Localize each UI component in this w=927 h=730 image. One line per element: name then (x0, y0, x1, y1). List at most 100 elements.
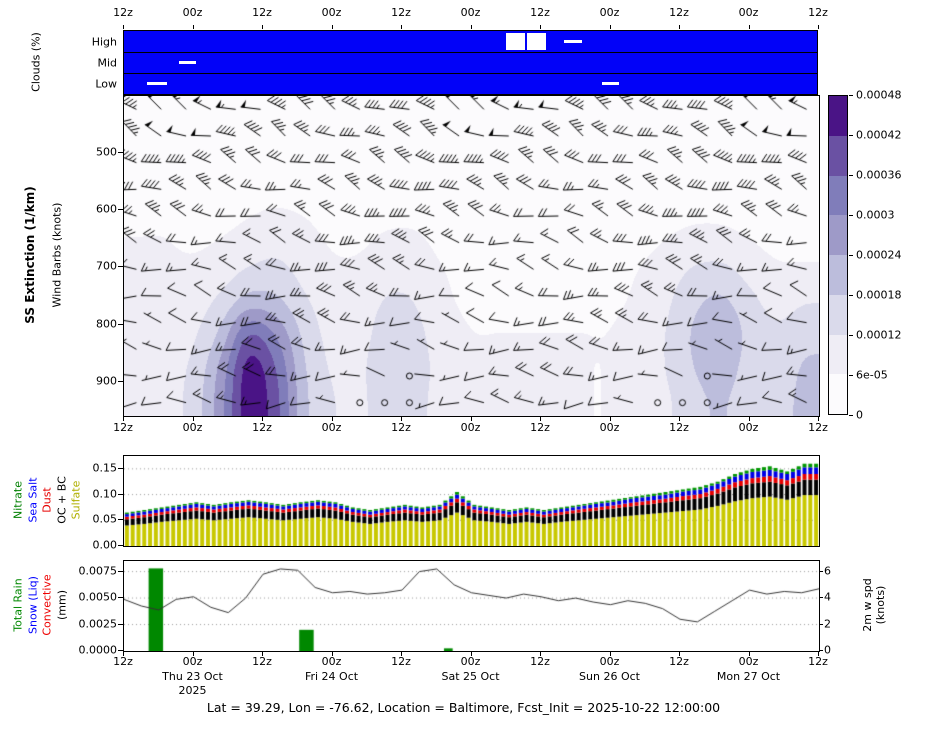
axis-tick (118, 380, 123, 382)
axis-tick (849, 295, 853, 296)
axis-tick (818, 417, 819, 421)
time-tick-label: 12z (391, 655, 411, 668)
wind-speed-axis-label-line2: (knots) (874, 585, 887, 625)
time-tick-label: 00z (182, 421, 203, 434)
axis-tick (123, 652, 124, 656)
precip-ytick-label: 0.0000 (78, 643, 118, 657)
time-tick-label: 12z (113, 421, 133, 434)
legend-label--mm-: (mm) (55, 589, 68, 621)
axis-tick (609, 652, 611, 656)
time-tick-label: 00z (599, 421, 620, 434)
colorbar-segment (829, 96, 847, 136)
axis-tick (118, 597, 123, 599)
axis-tick (118, 623, 123, 625)
pressure-tick-label: 800 (96, 317, 117, 331)
pressure-tick-label: 500 (96, 145, 117, 159)
colorbar-tick-label: 0.00018 (856, 288, 902, 302)
time-tick-label: 12z (669, 6, 689, 19)
pressure-tick-label: 900 (96, 374, 117, 388)
time-tick-label: 12z (252, 655, 272, 668)
axis-tick (118, 493, 123, 495)
time-tick-label: 00z (738, 6, 759, 19)
axis-tick (679, 652, 680, 656)
cloud-cover-mark (179, 61, 197, 64)
axis-tick (818, 25, 819, 29)
cloud-row-divider (124, 52, 817, 53)
axis-tick (679, 417, 680, 421)
precip-ytick-label: 0.0075 (78, 564, 118, 578)
colorbar-tick-label: 0 (856, 408, 863, 422)
axis-tick (118, 650, 123, 651)
windspeed-ytick-label: 4 (824, 590, 831, 604)
time-tick-label: 00z (738, 655, 759, 668)
axis-tick (679, 25, 680, 29)
axis-tick (748, 417, 750, 421)
clouds-axis-label: Clouds (%) (29, 32, 43, 92)
time-tick-label: 12z (808, 421, 828, 434)
cloud-cover-mark (527, 33, 546, 50)
axis-tick (401, 652, 402, 656)
time-tick-label: 12z (530, 421, 550, 434)
axis-tick (540, 652, 541, 656)
colorbar-tick-label: 0.00012 (856, 328, 902, 342)
axis-tick (819, 597, 823, 599)
axis-tick (540, 25, 541, 29)
axis-tick (849, 415, 853, 416)
axis-tick (748, 652, 750, 656)
axis-tick (849, 135, 853, 136)
time-tick-label: 12z (808, 6, 828, 19)
axis-tick (118, 152, 123, 154)
time-tick-label: 12z (391, 6, 411, 19)
colorbar-segment (829, 255, 847, 295)
axis-tick (118, 570, 123, 572)
windbarbs-axis-label: Wind Barbs (knots) (50, 202, 64, 308)
time-tick-label: 12z (530, 6, 550, 19)
axis-tick (819, 623, 823, 625)
axis-tick (192, 417, 194, 421)
axis-tick (470, 652, 472, 656)
figure-caption: Lat = 39.29, Lon = -76.62, Location = Ba… (206, 700, 721, 715)
cloud-cover-mark (506, 33, 525, 50)
extinction-wind-canvas (123, 95, 820, 417)
pressure-tick-label: 600 (96, 202, 117, 216)
axis-tick (609, 25, 611, 29)
axis-tick (849, 335, 853, 336)
extinction-colorbar (828, 95, 848, 415)
time-tick-label: 12z (808, 655, 828, 668)
colorbar-segment (829, 294, 847, 335)
axis-tick (401, 25, 402, 29)
time-tick-label: 12z (530, 655, 550, 668)
axis-tick (192, 25, 194, 29)
day-label: Thu 23 Oct (162, 670, 223, 683)
time-tick-label: 00z (460, 421, 481, 434)
windspeed-ytick-label: 0 (824, 643, 831, 657)
axis-tick (192, 652, 194, 656)
precip-ytick-label: 0.0025 (78, 617, 118, 631)
axis-tick (470, 417, 472, 421)
axis-tick (819, 650, 823, 651)
legend-label-dust: Dust (40, 487, 54, 513)
day-label: Mon 27 Oct (716, 670, 781, 683)
legend-label-oc-bc: OC + BC (55, 476, 68, 524)
colorbar-tick-label: 0.00048 (856, 88, 902, 102)
windspeed-ytick-label: 6 (824, 564, 831, 578)
clouds-panel (123, 30, 818, 95)
axis-tick (470, 25, 472, 29)
wind-speed-axis-label: 2m w spd (knots) (861, 578, 887, 631)
axis-tick (331, 417, 333, 421)
colorbar-tick-label: 6e-05 (856, 368, 888, 382)
aerosol-ytick-label: 0.15 (92, 461, 118, 475)
time-tick-label: 00z (599, 6, 620, 19)
day-label: Sat 25 Oct (441, 670, 500, 683)
legend-label-snow-liq-: Snow (Liq) (26, 576, 39, 634)
cloud-cover-mark (564, 40, 582, 43)
time-tick-label: 12z (391, 421, 411, 434)
aerosol-stacked-bar-canvas (123, 455, 820, 547)
time-tick-label: 00z (599, 655, 620, 668)
axis-tick (849, 215, 853, 216)
legend-label-nitrate: Nitrate (11, 481, 25, 519)
time-tick-label: 00z (182, 6, 203, 19)
cloud-row-divider (124, 73, 817, 74)
pressure-tick-label: 700 (96, 259, 117, 273)
axis-tick (262, 417, 263, 421)
